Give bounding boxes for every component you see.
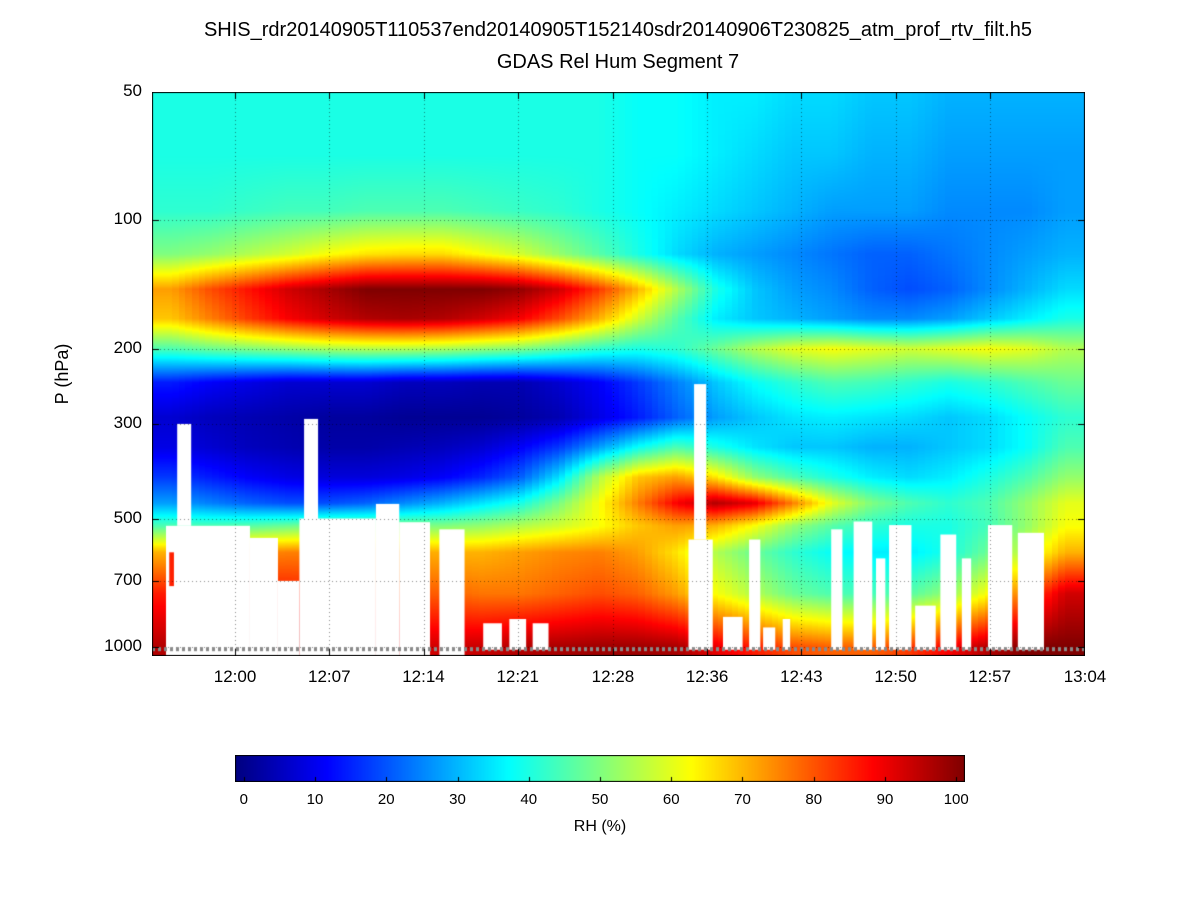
colorbar-tick-label: 100 [943,791,969,808]
x-tick-label: 12:43 [780,667,823,686]
x-tick-label: 12:36 [685,667,729,686]
colorbar-label: RH (%) [573,818,627,835]
heatmap-canvas [152,92,1085,656]
y-tick-label: 200 [113,337,142,357]
colorbar-tick-label: 40 [520,791,538,808]
chart-title: SHIS_rdr20140905T110537end20140905T15214… [203,19,1033,41]
colorbar-tick-label: 60 [662,791,680,808]
x-tick-label: 12:21 [496,667,539,686]
y-tick-label: 700 [113,569,142,589]
chart-subtitle: GDAS Rel Hum Segment 7 [496,51,740,73]
y-tick-label: 500 [113,507,142,527]
colorbar-tick-label: 50 [591,791,609,808]
colorbar-tick-label: 70 [734,791,751,808]
x-tick-label: 12:28 [591,667,635,686]
x-tick-label: 12:07 [307,667,351,686]
x-tick-label: 13:04 [1063,667,1107,686]
colorbar-tick-label: 10 [306,791,324,808]
y-tick-label: 1000 [104,635,142,655]
y-tick-label: 50 [123,81,142,100]
colorbar-tick-label: 0 [239,791,248,808]
colorbar-tick-label: 80 [805,791,823,808]
colorbar-tick-label: 30 [449,791,466,808]
x-tick-label: 12:14 [402,667,445,686]
y-tick-label: 300 [113,412,142,432]
y-axis-label: P (hPa) [52,343,72,405]
x-tick-label: 12:50 [874,667,917,686]
x-tick-label: 12:00 [213,667,257,686]
colorbar-canvas [235,755,965,782]
colorbar-tick-label: 90 [876,791,894,808]
x-tick-label: 12:57 [968,667,1012,686]
colorbar-tick-label: 20 [377,791,395,808]
y-tick-label: 100 [113,209,142,229]
